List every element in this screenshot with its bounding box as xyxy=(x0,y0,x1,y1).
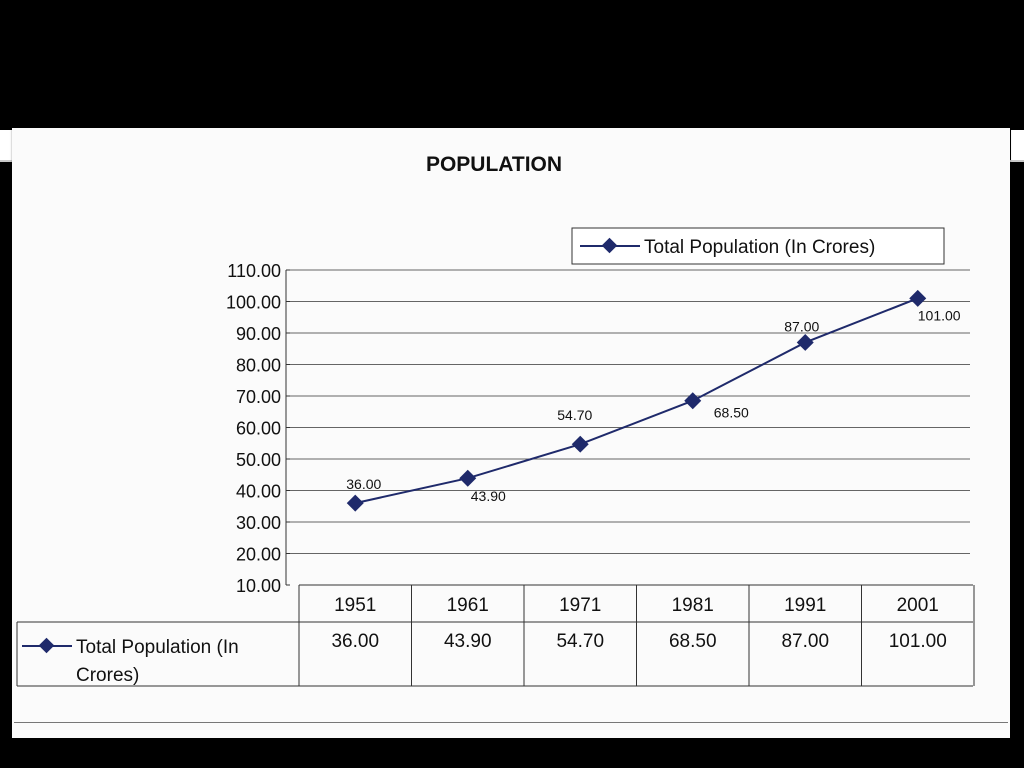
table-legend-key-marker xyxy=(38,637,55,654)
data-label: 54.70 xyxy=(557,407,592,423)
data-label: 36.00 xyxy=(346,476,381,492)
table-row-label: Total Population (In Crores) xyxy=(76,637,239,686)
data-label: 87.00 xyxy=(784,318,819,334)
table-value: 43.90 xyxy=(444,631,492,652)
slide-edge-right xyxy=(1011,130,1024,160)
table-value: 101.00 xyxy=(889,631,947,652)
y-tick-label: 90.00 xyxy=(236,324,281,344)
x-tick-label: 1961 xyxy=(447,595,489,616)
y-tick-label: 110.00 xyxy=(227,261,281,281)
table-value: 54.70 xyxy=(556,631,604,652)
data-point xyxy=(909,289,927,307)
x-tick-label: 2001 xyxy=(897,595,939,616)
y-tick-label: 20.00 xyxy=(236,545,281,565)
y-tick-label: 70.00 xyxy=(236,387,281,407)
data-point xyxy=(796,333,814,351)
x-tick-label: 1991 xyxy=(784,595,826,616)
y-tick-label: 60.00 xyxy=(236,419,281,439)
y-tick-label: 50.00 xyxy=(236,450,281,470)
population-chart: POPULATION 10.00 20.00 30.00 40.00 50.00 60.00… xyxy=(16,153,975,687)
data-point xyxy=(346,494,364,512)
table-value: 68.50 xyxy=(669,631,717,652)
data-label: 68.50 xyxy=(714,405,749,421)
y-tick-label: 30.00 xyxy=(236,513,281,533)
table-value: 87.00 xyxy=(781,631,829,652)
chart-title: POPULATION xyxy=(426,153,562,176)
data-point xyxy=(459,469,477,487)
table-value: 36.00 xyxy=(331,631,379,652)
y-tick-label: 100.00 xyxy=(226,293,281,313)
y-tick-label: 80.00 xyxy=(236,356,281,376)
chart-area: POPULATION 10.00 20.00 30.00 40.00 50.00 60.00… xyxy=(14,130,1008,723)
legend-label: Total Population (In Crores) xyxy=(644,237,875,258)
data-point xyxy=(684,392,702,410)
x-tick-label: 1981 xyxy=(672,595,714,616)
table-row-label-line: Total Population (In xyxy=(76,637,239,658)
series-line xyxy=(355,297,919,505)
data-label: 101.00 xyxy=(918,307,961,323)
data-point xyxy=(571,435,589,453)
slide-edge-left xyxy=(0,130,14,160)
table-row-label-line: Crores) xyxy=(76,665,139,686)
y-tick-label: 40.00 xyxy=(236,482,281,502)
x-tick-label: 1971 xyxy=(559,595,601,616)
y-tick-label: 10.00 xyxy=(236,576,281,596)
data-label: 43.90 xyxy=(471,488,506,504)
x-tick-label: 1951 xyxy=(334,595,376,616)
